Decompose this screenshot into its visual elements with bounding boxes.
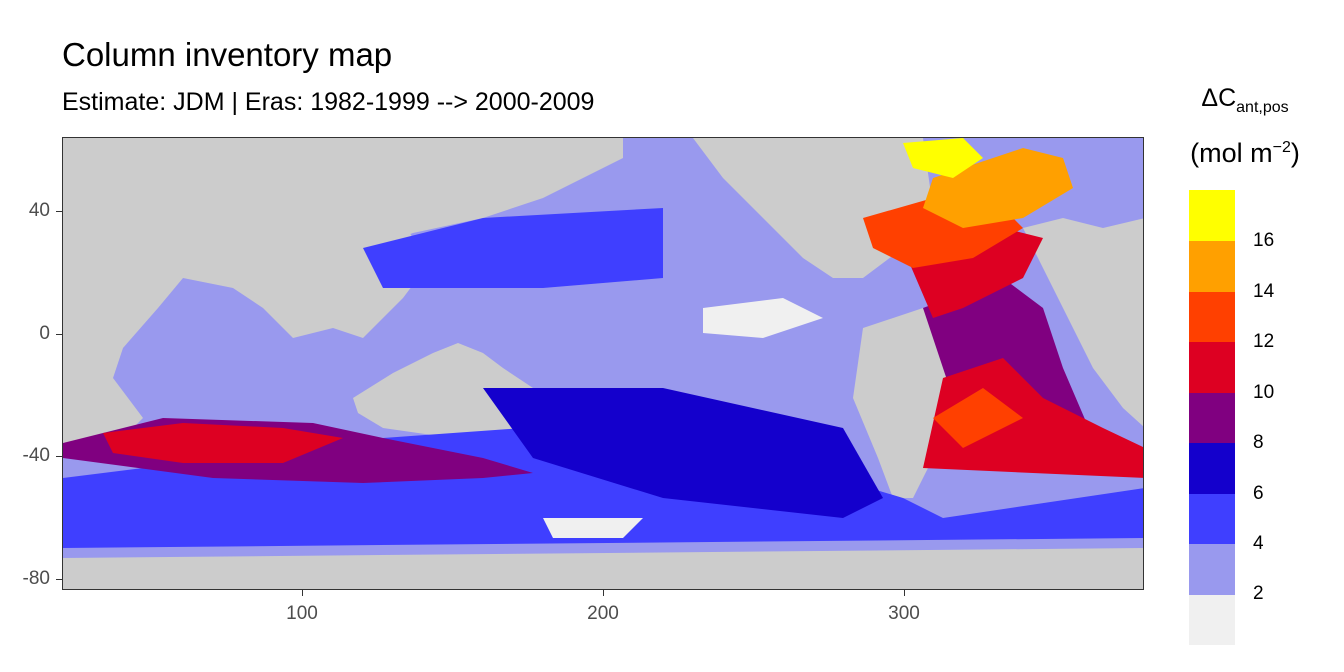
legend-label: 12 <box>1253 331 1275 352</box>
legend-label: 8 <box>1253 432 1264 453</box>
map-svg <box>63 138 1143 589</box>
legend-swatch <box>1189 392 1235 443</box>
x-tick-label: 100 <box>286 603 318 624</box>
land-africa-europe <box>63 138 433 448</box>
x-tickmark-100 <box>302 590 303 596</box>
legend-label: 4 <box>1253 533 1264 554</box>
y-tickmark-neg40 <box>56 456 62 457</box>
band-southern-red <box>103 423 343 463</box>
legend-title: ΔCant,pos <box>1201 84 1289 116</box>
legend-swatch <box>1189 190 1235 241</box>
x-tickmark-300 <box>904 590 905 596</box>
legend-swatch <box>1189 442 1235 494</box>
band-atlantic-yellow <box>903 138 983 178</box>
legend-swatch <box>1189 594 1235 645</box>
legend-swatch <box>1189 341 1235 393</box>
legend-swatch <box>1189 543 1235 595</box>
band-pacific-deep <box>483 388 883 518</box>
y-tick-label: -80 <box>22 568 50 589</box>
legend-unit: (mol m−2) <box>1190 138 1300 168</box>
land-asia <box>293 138 623 248</box>
x-tickmark-200 <box>603 590 604 596</box>
legend-swatch <box>1189 291 1235 342</box>
y-tick-label: 0 <box>39 323 50 344</box>
chart-subtitle: Estimate: JDM | Eras: 1982-1999 --> 2000… <box>62 88 595 116</box>
y-tick-label: 40 <box>28 200 50 221</box>
band-atlantic-gold <box>923 148 1073 228</box>
legend-label: 6 <box>1253 483 1264 504</box>
legend-label: 14 <box>1253 281 1275 302</box>
y-tickmark-0 <box>56 334 62 335</box>
land-africa-right <box>1023 218 1143 427</box>
map-panel <box>62 137 1144 590</box>
legend-swatch <box>1189 493 1235 544</box>
band-atlantic-orange <box>863 198 1023 448</box>
band-white-patch-2 <box>543 518 643 538</box>
legend-label: 16 <box>1253 230 1275 251</box>
legend-label: 10 <box>1253 382 1275 403</box>
land-australia <box>353 343 543 448</box>
band-north-pacific <box>363 208 663 288</box>
band-white-patch-1 <box>703 298 823 338</box>
legend-label: 2 <box>1253 583 1264 604</box>
land-antarctica <box>63 548 1143 589</box>
x-tick-label: 200 <box>587 603 619 624</box>
legend-swatch <box>1189 240 1235 292</box>
y-tickmark-neg80 <box>56 579 62 580</box>
y-tickmark-40 <box>56 211 62 212</box>
x-tick-label: 300 <box>888 603 920 624</box>
y-tick-label: -40 <box>22 445 50 466</box>
chart-title: Column inventory map <box>62 36 393 73</box>
